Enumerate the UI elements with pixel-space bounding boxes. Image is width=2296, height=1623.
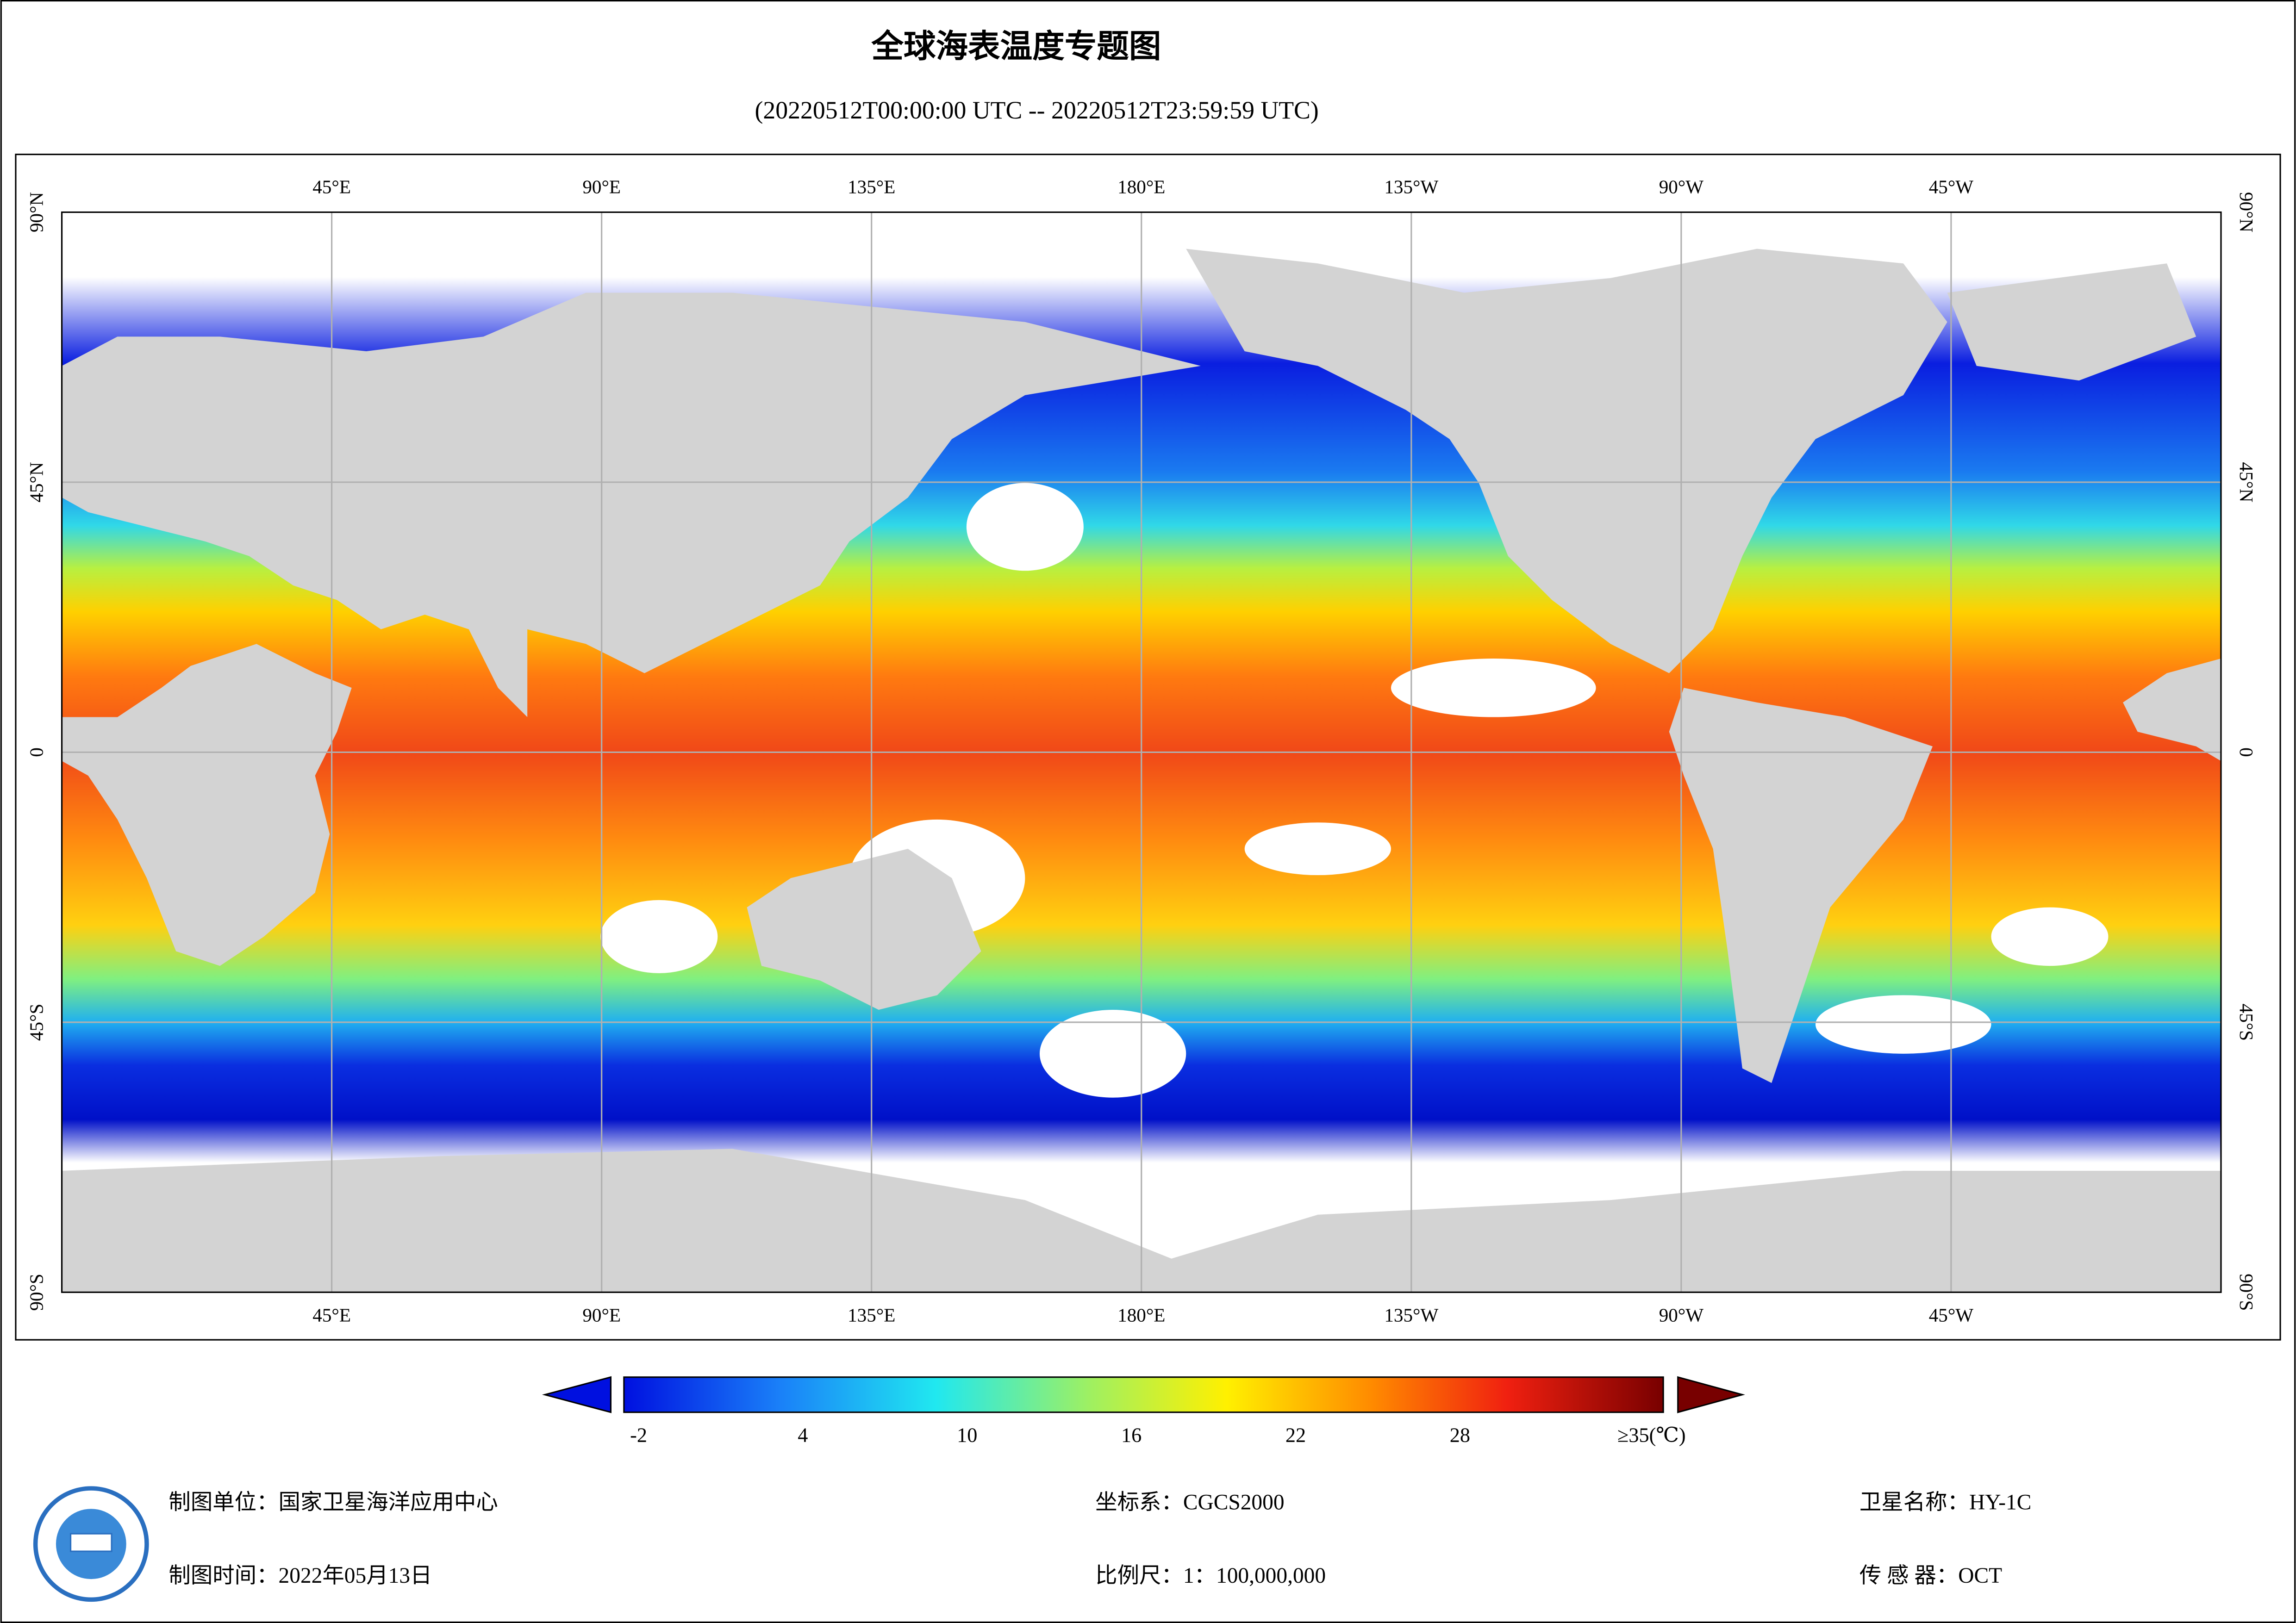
lon-label-top: 135°W [1384, 176, 1438, 197]
colorbar-tick-label: 28 [1450, 1424, 1470, 1447]
lon-label-bottom: 135°W [1384, 1305, 1438, 1326]
colorbar-tick-label: -2 [630, 1424, 647, 1447]
footer-sensor: 传 感 器：OCT [1859, 1564, 2002, 1588]
footer-satellite: 卫星名称：HY-1C [1859, 1491, 2031, 1515]
lat-label-left: 45°S [25, 1004, 47, 1041]
colorbar-tick-label: 22 [1285, 1424, 1306, 1447]
lon-label-top: 135°E [848, 176, 895, 197]
colorbar-tick-label: 16 [1121, 1424, 1142, 1447]
logo [33, 1486, 149, 1602]
title: 全球海表温度专题图 [871, 29, 1161, 64]
lat-label-left: 90°S [25, 1274, 47, 1311]
colorbar-low-arrow [542, 1376, 612, 1413]
lat-label-right: 90°N [2236, 192, 2257, 232]
colorbar-tick-label: 4 [798, 1424, 808, 1447]
lat-label-right: 45°N [2236, 462, 2257, 502]
map-frame [15, 154, 2281, 1341]
colorbar-tick-label: 10 [957, 1424, 977, 1447]
map [61, 211, 2222, 1293]
colorbar-high-arrow [1677, 1376, 1745, 1413]
lon-label-bottom: 90°W [1659, 1305, 1704, 1326]
colorbar-ramp [623, 1376, 1664, 1413]
lat-label-left: 90°N [25, 192, 47, 232]
colorbar-tick-label: ≥35(℃) [1617, 1424, 1686, 1447]
map-border [61, 211, 2222, 1293]
lat-label-right: 90°S [2236, 1274, 2257, 1311]
subtitle: (20220512T00:00:00 UTC -- 20220512T23:59… [755, 96, 1319, 124]
footer-unit: 制图单位：国家卫星海洋应用中心 [168, 1491, 498, 1515]
lon-label-top: 180°E [1117, 176, 1165, 197]
lon-label-bottom: 135°E [848, 1305, 895, 1326]
footer-scale: 比例尺：1：100,000,000 [1095, 1564, 1326, 1588]
lon-label-bottom: 180°E [1117, 1305, 1165, 1326]
lon-label-bottom: 45°E [312, 1305, 351, 1326]
colorbar: -2 4 10 16 22 28 ≥35(℃) [542, 1376, 1745, 1447]
lon-label-top: 90°W [1659, 176, 1704, 197]
lon-label-bottom: 90°E [582, 1305, 621, 1326]
lat-label-left: 0 [25, 747, 47, 757]
graticule [62, 212, 2221, 1293]
lon-label-top: 45°W [1929, 176, 1974, 197]
lon-label-top: 90°E [582, 176, 621, 197]
lon-label-bottom: 45°W [1929, 1305, 1974, 1326]
lat-label-right: 0 [2236, 747, 2257, 757]
lat-label-left: 45°N [25, 462, 47, 502]
footer-date: 制图时间：2022年05月13日 [168, 1564, 432, 1588]
cloud-gaps [600, 483, 2109, 1098]
footer-crs: 坐标系：CGCS2000 [1095, 1491, 1284, 1515]
lat-label-right: 45°S [2236, 1004, 2257, 1041]
lon-label-top: 45°E [312, 176, 351, 197]
